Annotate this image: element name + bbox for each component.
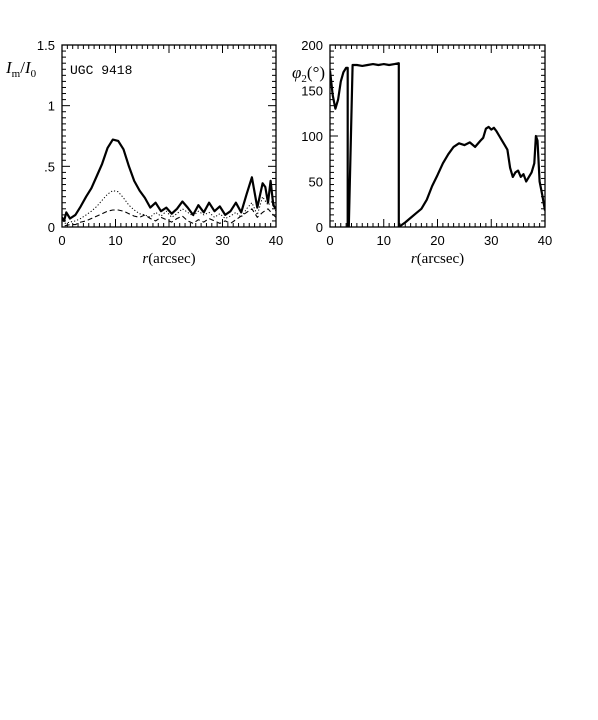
x-tick-label: 40 xyxy=(269,233,283,248)
x-tick-label: 10 xyxy=(108,233,122,248)
x-axis-label: r(arcsec) xyxy=(411,251,464,267)
y-tick-label: .5 xyxy=(44,159,55,174)
x-tick-label: 0 xyxy=(58,233,65,248)
x-tick-label: 30 xyxy=(215,233,229,248)
y-tick-label: 200 xyxy=(301,38,323,53)
galaxy-annotation: UGC 9418 xyxy=(70,63,132,78)
series-line-dashed xyxy=(64,208,276,227)
y-axis-label: φ2(°) xyxy=(292,63,325,85)
phase-angle-panel: 0 10 20 30 40 0 50 100 150 200 r(arcsec) φ2(°) xyxy=(292,38,552,267)
plot-frame xyxy=(61,44,277,228)
y-tick-label: 1 xyxy=(48,99,55,114)
y-tick-label: 0 xyxy=(316,220,323,235)
x-axis-label: r(arcsec) xyxy=(142,251,195,267)
x-tick-label: 10 xyxy=(377,233,391,248)
series-line-solid-thick xyxy=(62,138,276,222)
series-line-dotted xyxy=(64,190,276,224)
y-tick-label: 1.5 xyxy=(37,38,55,53)
intensity-ratio-panel: 0 10 20 30 40 0 .5 1 1.5 r(arcsec) Im/I0 UGC 9418 xyxy=(5,38,283,267)
y-tick-label: 0 xyxy=(48,220,55,235)
plot-frame xyxy=(329,44,546,228)
y-tick-label: 50 xyxy=(309,175,323,190)
x-tick-label: 0 xyxy=(326,233,333,248)
y-tick-label: 150 xyxy=(301,84,323,99)
x-tick-label: 40 xyxy=(538,233,552,248)
x-tick-label: 30 xyxy=(484,233,498,248)
y-axis-label: Im/I0 xyxy=(5,58,37,80)
x-tick-label: 20 xyxy=(162,233,176,248)
y-tick-label: 100 xyxy=(301,129,323,144)
series-line-solid-thick xyxy=(330,62,545,227)
x-tick-label: 20 xyxy=(430,233,444,248)
